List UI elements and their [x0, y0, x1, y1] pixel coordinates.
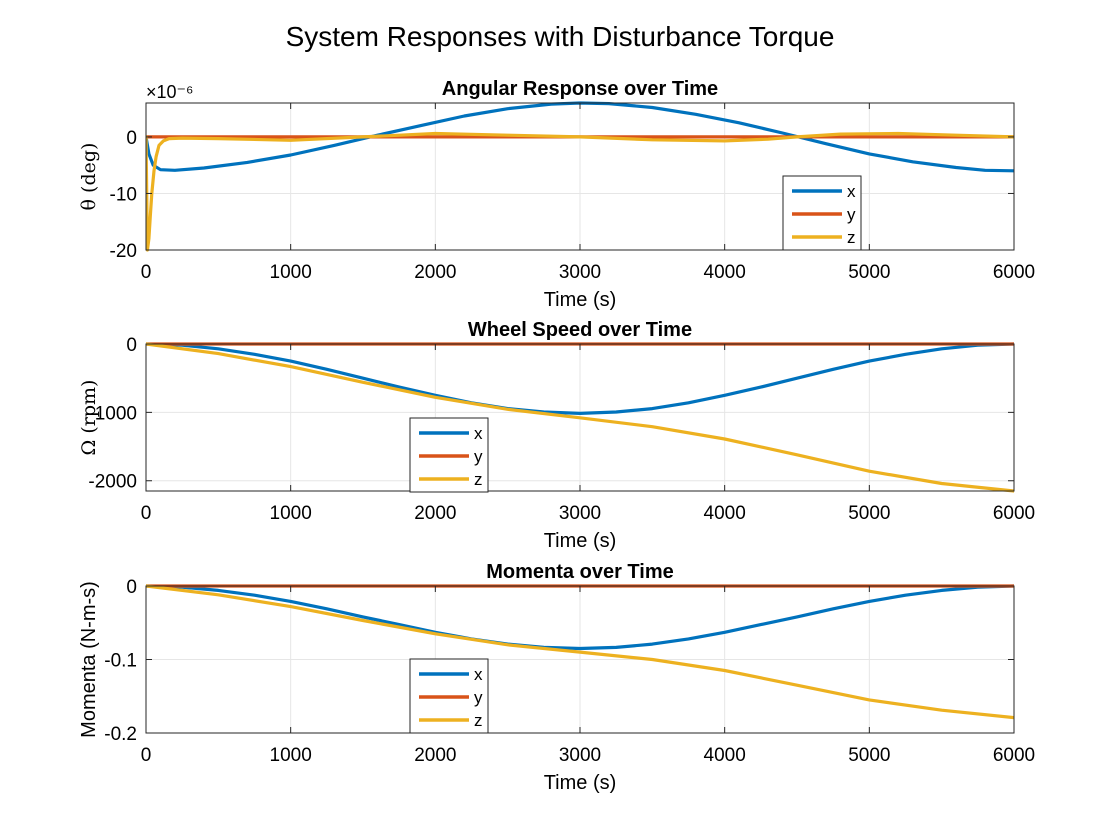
x-tick-label: 1000	[270, 745, 312, 766]
x-tick-label: 3000	[559, 503, 601, 524]
legend-label-x: x	[474, 665, 483, 684]
y-tick-label: 0	[126, 577, 137, 598]
x-tick-label: 5000	[848, 262, 890, 283]
x-tick-label: 0	[141, 745, 152, 766]
subplot-3: 0 1000 2000 3000 4000 5000 6000 -0.2 -0.1 0 Moment…	[78, 561, 1035, 794]
legend: xyz	[409, 658, 489, 734]
legend-label-z: z	[474, 470, 483, 489]
subplot-1: 0 1000 2000 3000 4000 5000 6000 -20 -10 0 Angular …	[78, 78, 1035, 311]
y-axis-label: θ (deg)	[78, 143, 100, 211]
subplot-title: Momenta over Time	[486, 561, 673, 583]
y-tick-label: -2000	[88, 472, 137, 493]
x-axis-label: Time (s)	[544, 289, 617, 311]
y-tick-label: -1000	[88, 403, 137, 424]
x-tick-label: 1000	[270, 262, 312, 283]
legend-label-z: z	[847, 228, 856, 247]
subplot-title: Wheel Speed over Time	[468, 319, 692, 341]
legend-label-x: x	[847, 182, 856, 201]
legend-label-y: y	[847, 205, 856, 224]
series-line-x	[146, 584, 1014, 651]
series-line-z	[146, 584, 1014, 720]
x-tick-label: 2000	[414, 503, 456, 524]
x-tick-label: 0	[141, 503, 152, 524]
y-axis-label: Ω (rpm)	[78, 380, 100, 456]
legend: xyz	[782, 175, 862, 251]
y-tick-label: 0	[126, 128, 137, 149]
figure-title: System Responses with Disturbance Torque	[286, 21, 835, 52]
series-line-z	[146, 342, 1014, 493]
y-axis-label: Momenta (N-m-s)	[78, 581, 100, 738]
x-tick-label: 4000	[704, 745, 746, 766]
legend: xyz	[409, 417, 489, 493]
x-tick-label: 4000	[704, 262, 746, 283]
x-tick-label: 3000	[559, 262, 601, 283]
legend-label-x: x	[474, 424, 483, 443]
x-axis-label: Time (s)	[544, 530, 617, 552]
legend-label-y: y	[474, 447, 483, 466]
x-tick-label: 1000	[270, 503, 312, 524]
x-tick-label: 0	[141, 262, 152, 283]
x-tick-label: 4000	[704, 503, 746, 524]
subplot-title: Angular Response over Time	[442, 78, 718, 100]
x-tick-label: 2000	[414, 262, 456, 283]
subplot-2: 0 1000 2000 3000 4000 5000 6000 -2000 -1000 0 Whee…	[78, 319, 1035, 552]
x-tick-label: 5000	[848, 745, 890, 766]
x-tick-label: 6000	[993, 262, 1035, 283]
x-tick-label: 2000	[414, 745, 456, 766]
x-tick-label: 6000	[993, 503, 1035, 524]
series-line-x	[146, 342, 1014, 415]
legend-label-z: z	[474, 711, 483, 730]
y-tick-label: -10	[110, 184, 137, 205]
y-tick-label: -0.1	[104, 651, 137, 672]
x-tick-label: 6000	[993, 745, 1035, 766]
exponent-label: ×10⁻⁶	[146, 82, 193, 102]
y-tick-label: -0.2	[104, 724, 137, 745]
legend-label-y: y	[474, 688, 483, 707]
subplots-container: 0 1000 2000 3000 4000 5000 6000 -20 -10 0 Angular …	[78, 78, 1035, 794]
y-tick-label: -20	[110, 241, 137, 262]
x-tick-label: 3000	[559, 745, 601, 766]
x-axis-label: Time (s)	[544, 772, 617, 794]
series-line-x	[146, 101, 1014, 173]
x-tick-label: 5000	[848, 503, 890, 524]
y-tick-label: 0	[126, 335, 137, 356]
